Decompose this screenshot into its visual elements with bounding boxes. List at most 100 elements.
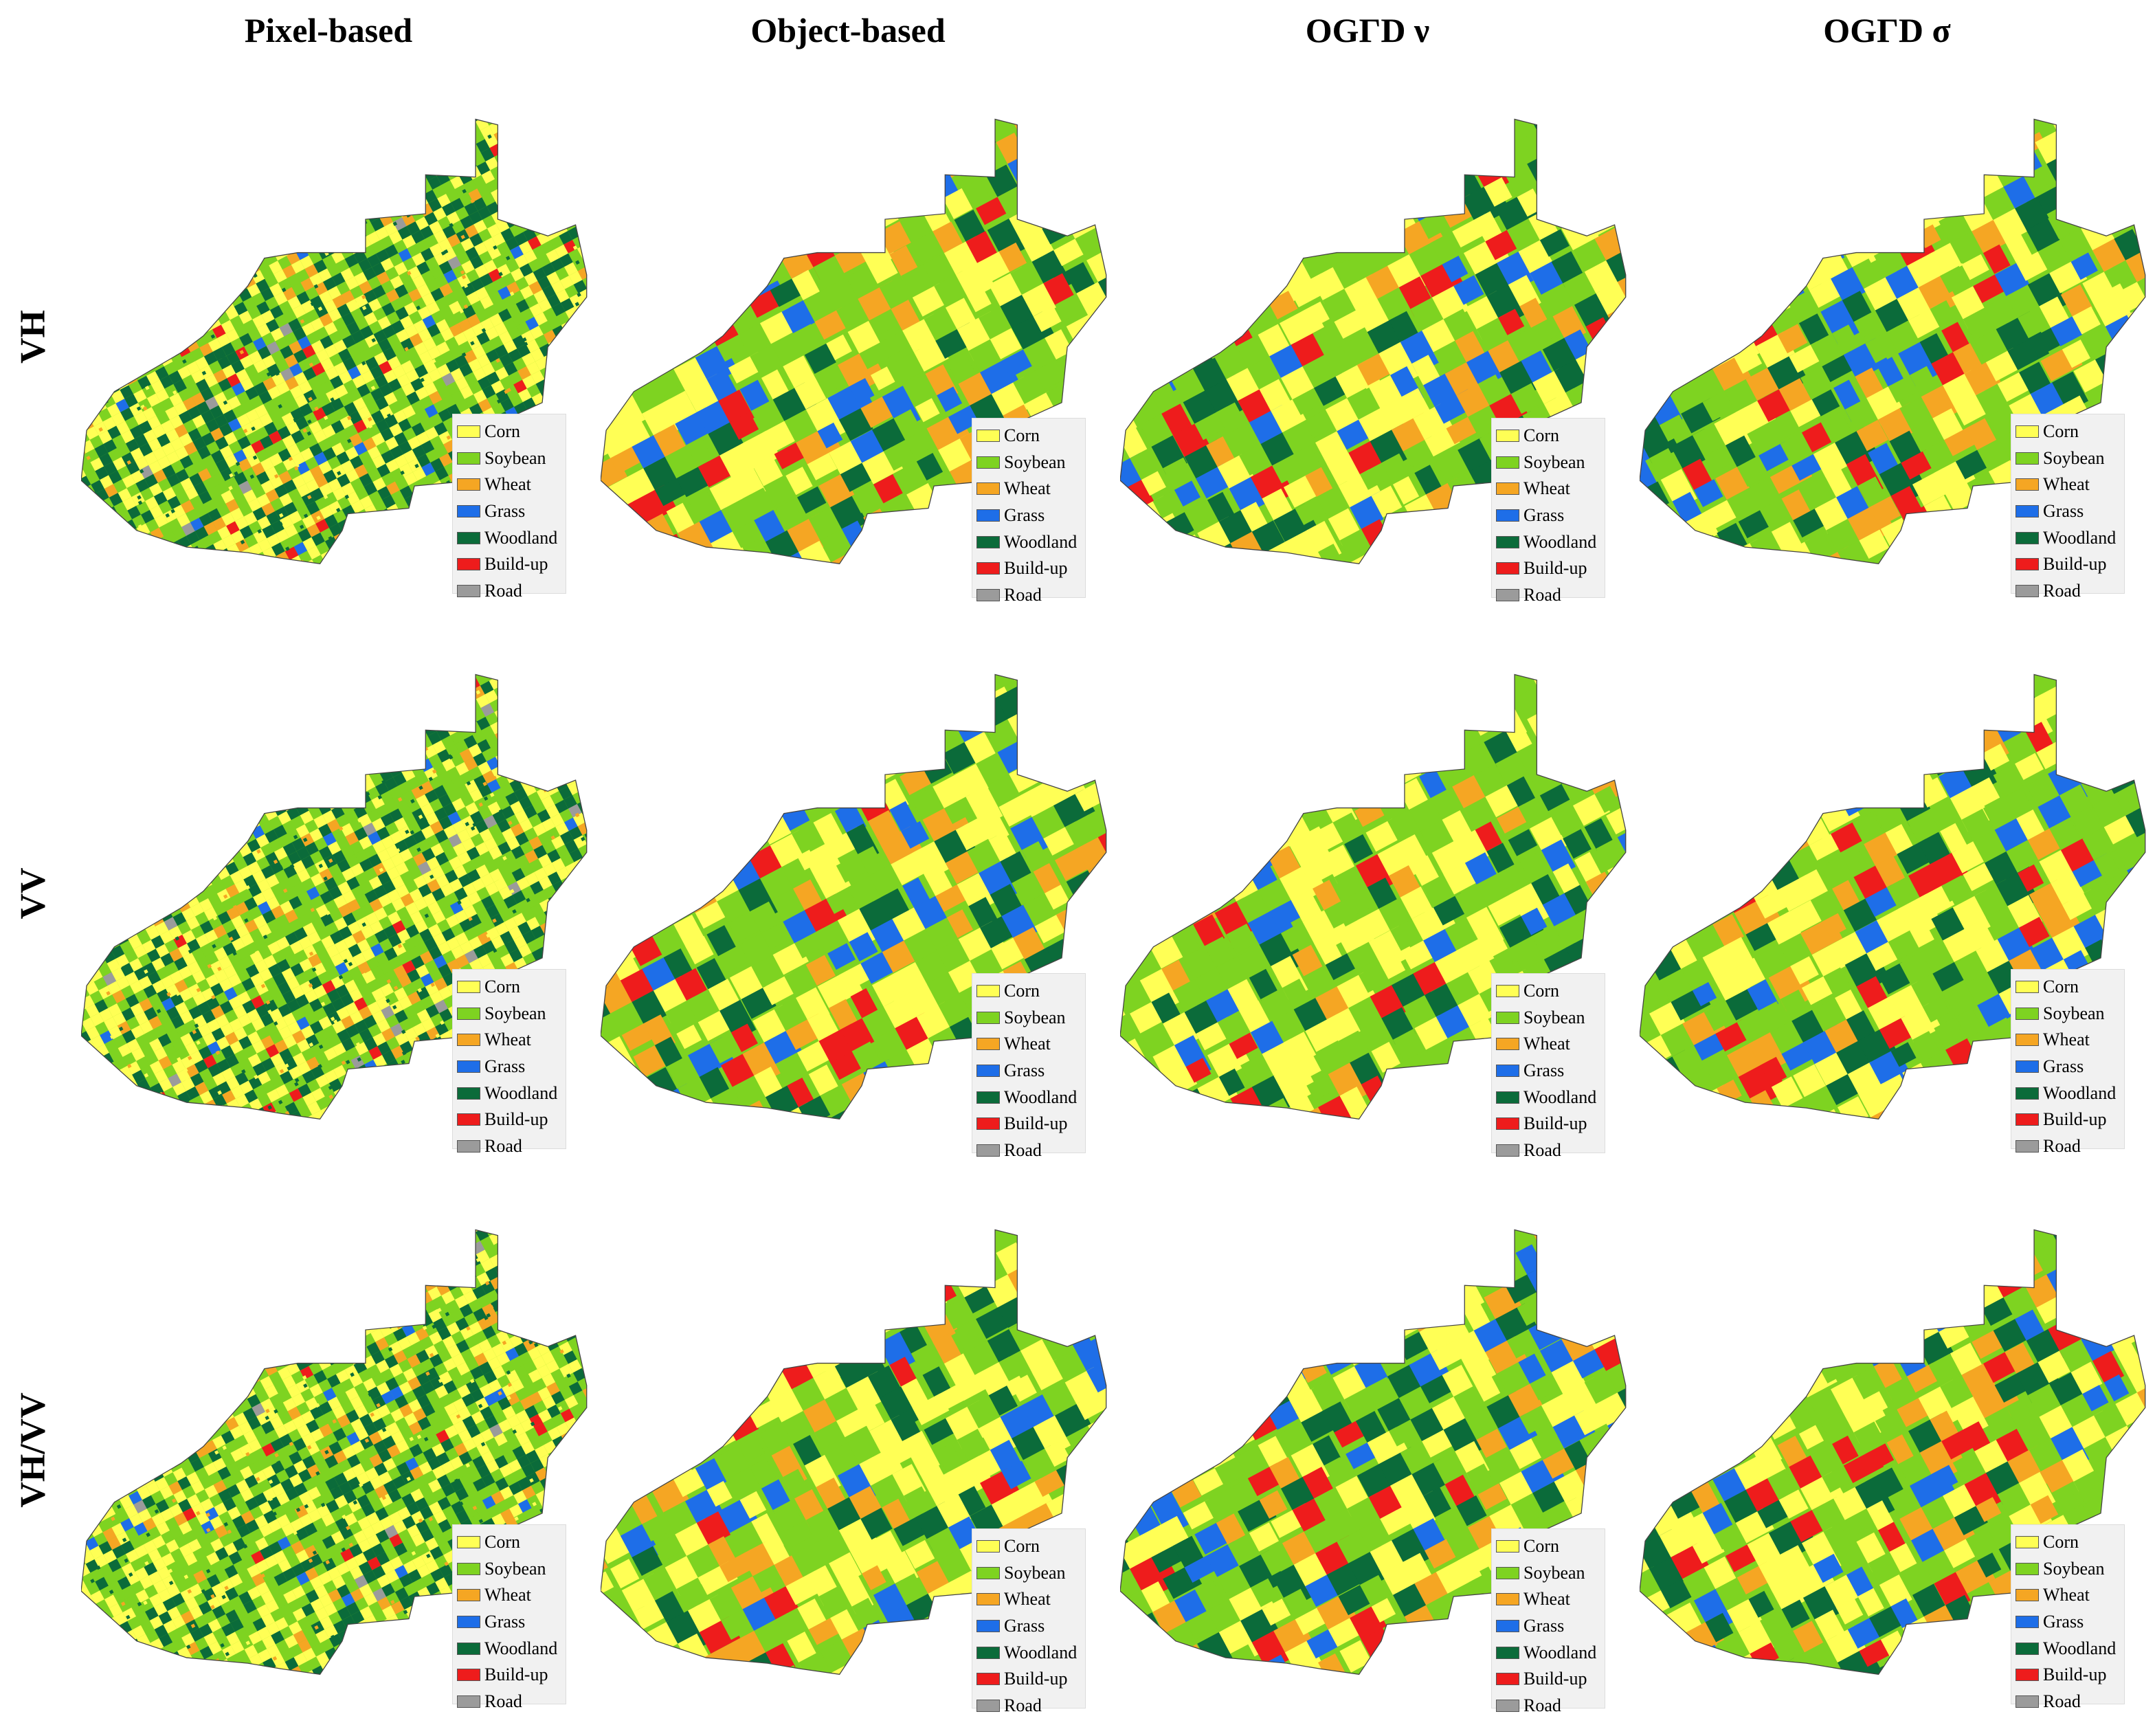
land-cover-patch-soybean <box>117 81 131 95</box>
land-cover-patch-corn <box>396 137 410 151</box>
land-cover-patch-woodland <box>86 278 100 292</box>
land-cover-patch-woodland <box>97 193 111 207</box>
land-cover-patch-corn <box>123 327 137 341</box>
land-cover-patch-woodland <box>103 610 117 623</box>
land-cover-patch-woodland <box>537 84 551 98</box>
land-cover-patch-corn <box>161 69 175 71</box>
land-cover-patch-soybean <box>350 137 364 151</box>
land-cover-patch-soybean <box>167 111 181 125</box>
land-cover-patch-soybean <box>298 144 311 157</box>
land-cover-patch-soybean <box>566 159 580 173</box>
land-cover-patch-soybean <box>577 414 591 427</box>
land-cover-patch-corn <box>214 199 227 213</box>
land-cover-patch-woodland <box>304 72 318 86</box>
land-cover-patch-corn <box>215 607 229 621</box>
land-cover-patch-soybean <box>588 307 601 320</box>
land-cover-patch-soybean <box>102 202 115 216</box>
land-cover-patch-soybean <box>92 162 106 176</box>
land-cover-patch-soybean <box>585 217 599 231</box>
land-cover-patch-soybean <box>585 194 599 208</box>
land-cover-patch-soybean <box>429 73 443 87</box>
land-cover-patch-woodland <box>573 427 587 441</box>
land-cover-patch-soybean <box>507 134 521 148</box>
land-cover-patch-woodland <box>91 502 105 516</box>
land-cover-patch-build-up <box>93 377 107 390</box>
land-cover-patch-soybean <box>392 513 405 526</box>
land-cover-patch-corn <box>109 323 123 337</box>
land-cover-patch-corn <box>513 188 527 201</box>
land-cover-patch-woodland <box>81 422 85 436</box>
land-cover-patch-corn <box>98 69 112 82</box>
land-cover-patch-woodland <box>112 242 126 256</box>
land-cover-patch-woodland <box>397 544 410 557</box>
land-cover-patch-woodland <box>287 104 301 118</box>
land-cover-patch-woodland <box>360 518 374 532</box>
land-cover-patch-woodland <box>405 177 419 190</box>
land-cover-patch-soybean <box>424 552 438 566</box>
land-cover-patch-corn <box>278 69 291 77</box>
land-cover-patch-corn <box>205 204 219 218</box>
land-cover-patch-woodland <box>117 251 131 265</box>
land-cover-patch-wheat <box>285 184 299 198</box>
land-cover-patch-corn <box>317 201 331 215</box>
land-cover-patch-soybean <box>166 281 180 295</box>
land-cover-patch-corn <box>163 124 177 138</box>
land-cover-patch-soybean <box>94 82 108 96</box>
land-cover-patch-road <box>280 175 294 189</box>
land-cover-patch-woodland <box>81 69 85 74</box>
land-cover-patch-corn <box>438 69 452 82</box>
land-cover-patch-corn <box>176 129 190 142</box>
land-cover-patch-corn <box>269 601 282 614</box>
land-cover-patch-soybean <box>525 124 539 138</box>
land-cover-patch-corn <box>506 69 520 80</box>
land-cover-patch-woodland <box>571 168 585 182</box>
land-cover-patch-woodland <box>522 183 536 197</box>
land-cover-patch-soybean <box>120 577 134 591</box>
land-cover-patch-woodland <box>295 587 309 601</box>
land-cover-patch-woodland <box>96 511 110 525</box>
land-cover-patch-soybean <box>278 109 292 122</box>
land-cover-patch-corn <box>126 76 139 90</box>
land-cover-patch-soybean <box>136 309 150 322</box>
land-cover-patch-soybean <box>81 579 89 592</box>
land-cover-patch-corn <box>124 179 137 193</box>
land-cover-patch-corn <box>309 80 323 94</box>
land-cover-patch-corn <box>545 375 559 388</box>
land-cover-patch-corn <box>114 162 128 175</box>
land-cover-patch-corn <box>124 564 138 578</box>
land-cover-patch-corn <box>132 344 146 358</box>
land-cover-patch-corn <box>115 184 129 198</box>
land-cover-patch-soybean <box>139 273 153 287</box>
land-cover-patch-woodland <box>286 229 300 243</box>
land-cover-patch-corn <box>319 121 333 135</box>
land-cover-patch-woodland <box>431 118 445 132</box>
land-cover-patch-corn <box>277 596 291 610</box>
land-cover-patch-woodland <box>498 94 511 108</box>
land-cover-patch-woodland <box>295 224 309 238</box>
land-cover-patch-woodland <box>179 93 193 107</box>
land-cover-patch-corn <box>294 564 308 578</box>
land-cover-patch-woodland <box>135 287 149 300</box>
land-cover-patch-soybean <box>269 113 283 126</box>
land-cover-patch-woodland <box>85 574 98 588</box>
land-cover-patch-soybean <box>440 135 454 149</box>
land-cover-patch-woodland <box>279 131 293 144</box>
land-cover-patch-corn <box>493 85 506 99</box>
land-cover-patch-woodland <box>228 248 242 262</box>
land-cover-patch-woodland <box>174 572 188 586</box>
land-cover-patch-woodland <box>153 107 167 121</box>
land-cover-patch-woodland <box>370 558 384 572</box>
land-cover-patch-woodland <box>291 600 304 614</box>
land-cover-patch-soybean <box>236 221 250 235</box>
land-cover-patch-corn <box>366 549 379 563</box>
land-cover-patch-soybean <box>153 300 167 313</box>
land-cover-patch-soybean <box>97 171 111 185</box>
land-cover-patch-corn <box>351 160 365 174</box>
land-cover-patch-soybean <box>241 208 254 221</box>
land-cover-patch-soybean <box>555 74 569 88</box>
land-cover-patch-soybean <box>372 70 386 84</box>
land-cover-patch-corn <box>449 109 462 122</box>
land-cover-patch-corn <box>111 560 124 574</box>
land-cover-patch-corn <box>324 129 337 143</box>
land-cover-patch-soybean <box>537 69 550 75</box>
